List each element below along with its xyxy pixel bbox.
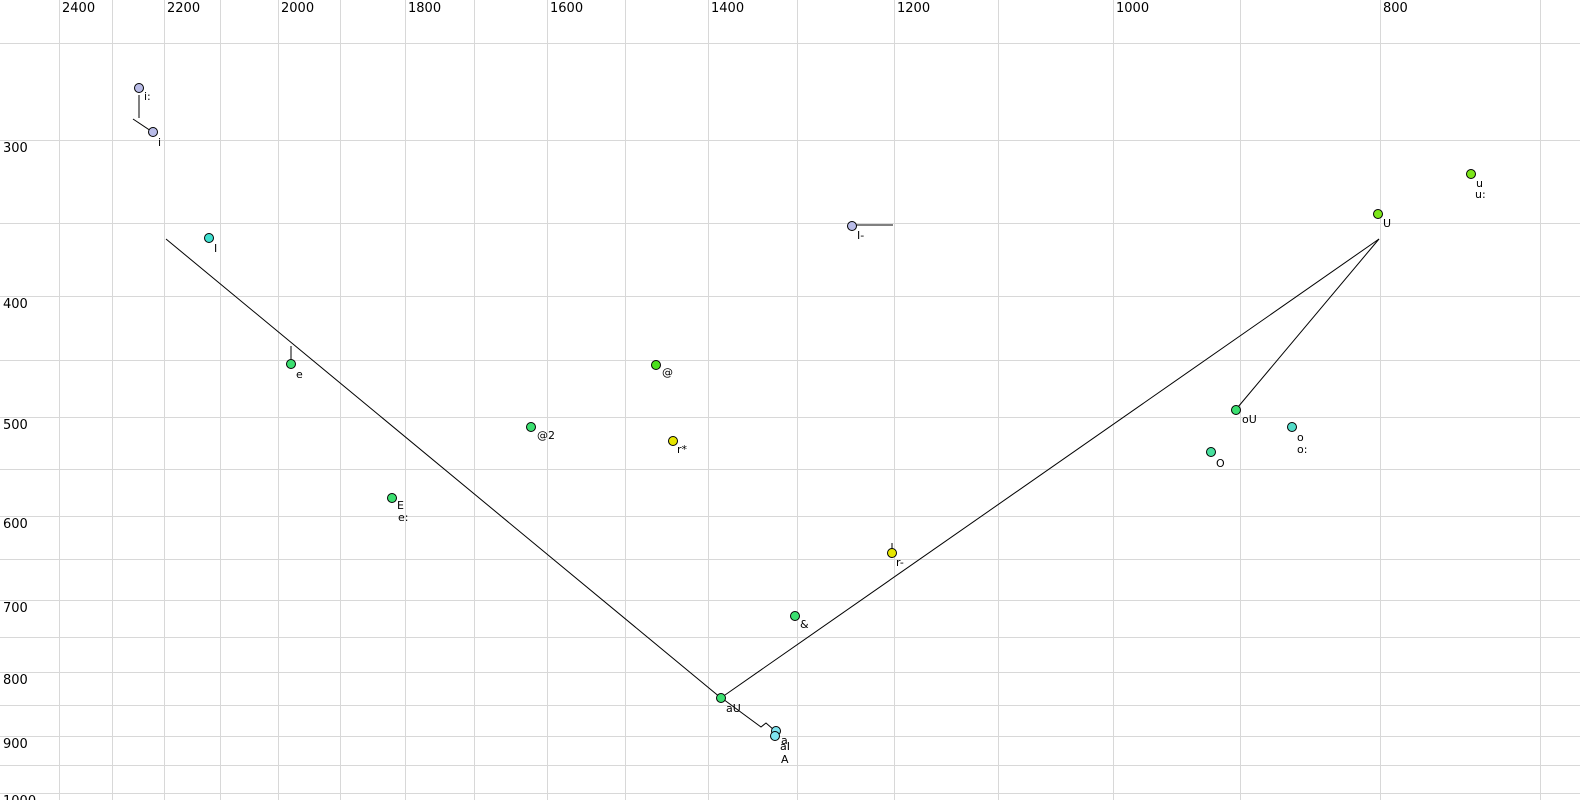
vowel-label-E-2: e:: [398, 511, 408, 524]
vowel-label-u: u: [1476, 177, 1483, 190]
vowel-point-&[interactable]: [790, 611, 800, 621]
vowel-label-&: &: [800, 618, 809, 631]
x-axis-tick-label-2000: 2000: [281, 1, 314, 16]
vowel-label-r-: r-: [896, 556, 904, 569]
x-axis-tick-label-2200: 2200: [167, 1, 200, 16]
vowel-label-@2: @2: [537, 429, 555, 442]
vowel-label-U: U: [1383, 217, 1391, 230]
vowel-label-@: @: [662, 366, 673, 379]
trajectory-i-glide: [132, 118, 152, 132]
x-axis-tick-label-1000: 1000: [1116, 1, 1149, 16]
vowel-point-aI[interactable]: [770, 731, 780, 741]
vowel-point-E[interactable]: [387, 493, 397, 503]
vowel-label-E: E: [397, 499, 404, 512]
y-axis-tick-label-500: 500: [3, 418, 28, 433]
vowel-point-oU[interactable]: [1231, 405, 1241, 415]
vowel-point-I-[interactable]: [847, 221, 857, 231]
vowel-point-aU[interactable]: [716, 693, 726, 703]
vowel-label-I-: I-: [857, 229, 864, 242]
vowel-point-o[interactable]: [1287, 422, 1297, 432]
y-axis-tick-label-700: 700: [3, 601, 28, 616]
vowel-point-@[interactable]: [651, 360, 661, 370]
x-axis-tick-label-1600: 1600: [550, 1, 583, 16]
vowel-point-O[interactable]: [1206, 447, 1216, 457]
y-axis-tick-label-300: 300: [3, 141, 28, 156]
x-axis-tick-label-1200: 1200: [897, 1, 930, 16]
vowel-point-i:[interactable]: [134, 83, 144, 93]
vowel-label-o-2: o:: [1297, 443, 1307, 456]
trajectory-aI-glide-long: [165, 238, 722, 699]
vowel-point-i[interactable]: [148, 127, 158, 137]
vowel-label-u-2: u:: [1475, 188, 1486, 201]
x-axis-tick-label-1400: 1400: [711, 1, 744, 16]
vowel-point-I[interactable]: [204, 233, 214, 243]
vowel-point-e[interactable]: [286, 359, 296, 369]
vowel-label-O: O: [1216, 457, 1225, 470]
vowel-point-u[interactable]: [1466, 169, 1476, 179]
y-axis-tick-label-400: 400: [3, 297, 28, 312]
y-axis-tick-label-900: 900: [3, 737, 28, 752]
trajectory-aU-glide: [724, 238, 1380, 696]
y-axis-tick-label-1000: 1000: [3, 794, 36, 800]
vowel-label-e: e: [296, 368, 303, 381]
vowel-point-r*[interactable]: [668, 436, 678, 446]
trajectory-aU-aI-link: [722, 698, 775, 731]
x-axis-tick-label-800: 800: [1383, 1, 1408, 16]
vowel-label-I: I: [214, 242, 217, 255]
vowel-label-aI-2: A: [781, 753, 789, 766]
vowel-label-a: a: [781, 734, 788, 747]
y-axis-tick-label-600: 600: [3, 517, 28, 532]
x-axis-tick-label-2400: 2400: [62, 1, 95, 16]
vowel-point-U[interactable]: [1373, 209, 1383, 219]
trajectory-oU-glide: [1237, 238, 1380, 408]
vowel-point-r-[interactable]: [887, 548, 897, 558]
x-axis-tick-label-1800: 1800: [408, 1, 441, 16]
y-axis-tick-label-800: 800: [3, 673, 28, 688]
vowel-label-i: i: [158, 136, 161, 149]
vowel-label-r*: r*: [677, 443, 688, 456]
vowel-label-o: o: [1297, 431, 1304, 444]
vowel-label-aI: aI: [780, 740, 790, 753]
vowel-label-aU: aU: [726, 702, 741, 715]
vowel-point-@2[interactable]: [526, 422, 536, 432]
vowel-label-oU: oU: [1242, 413, 1257, 426]
vowel-label-i:: i:: [144, 90, 151, 103]
